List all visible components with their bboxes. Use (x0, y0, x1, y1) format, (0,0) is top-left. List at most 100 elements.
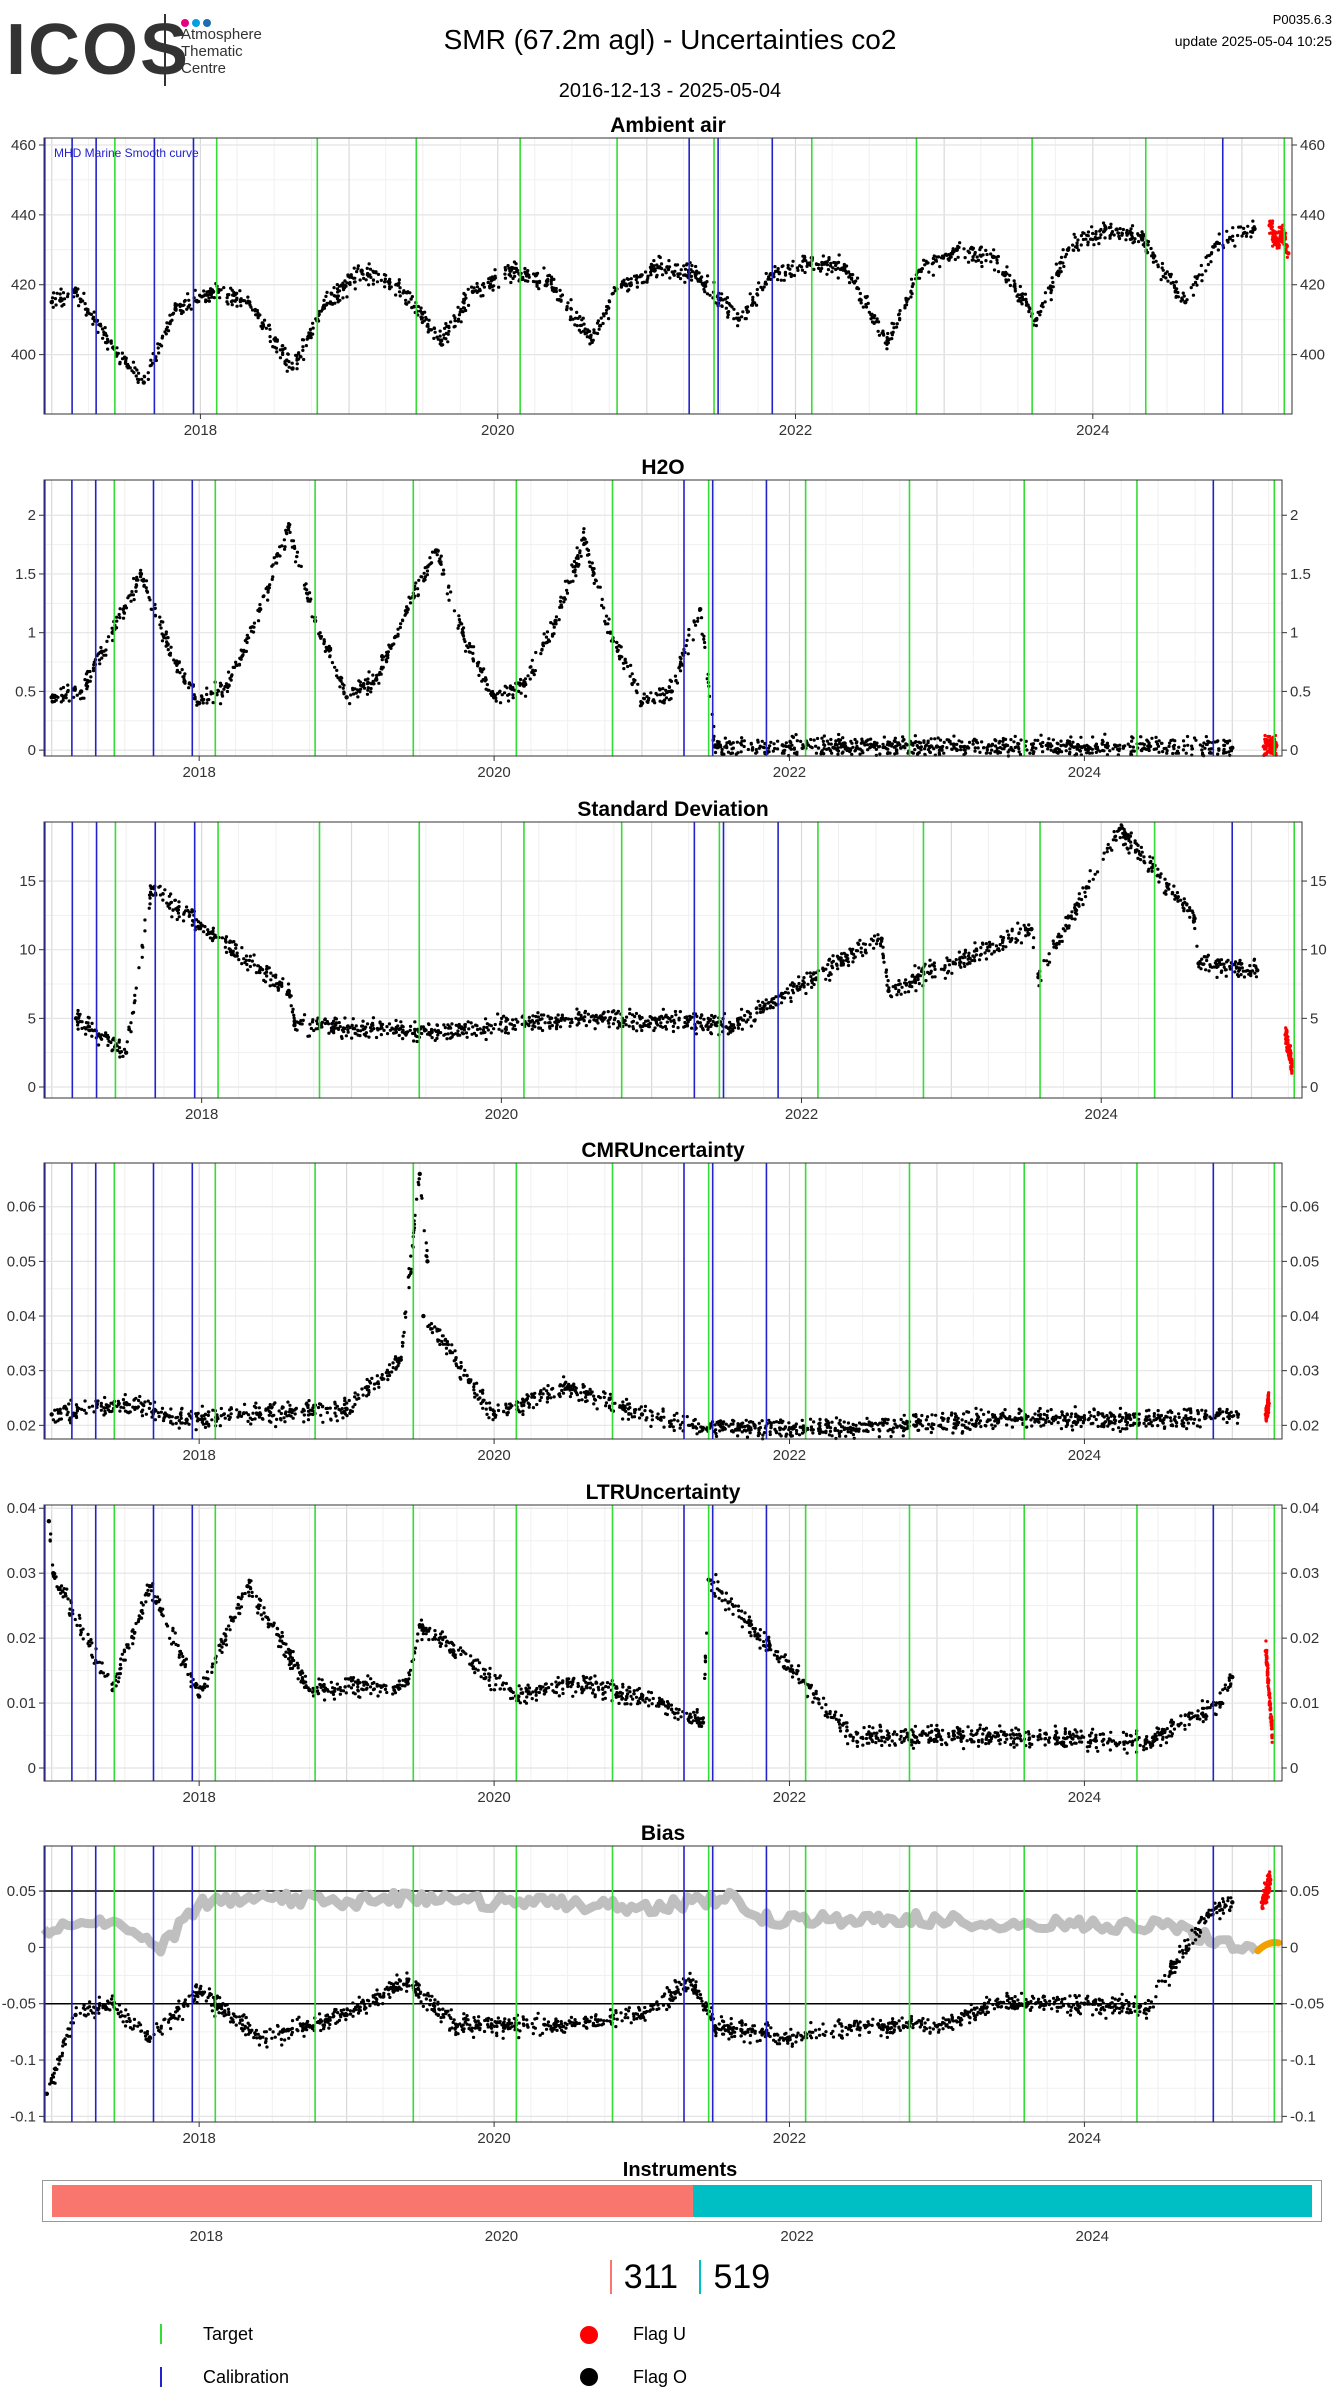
flag-o-point (712, 2024, 718, 2029)
y-tick-label: 0.02 (1290, 1630, 1319, 1647)
y-tick-label: 0 (28, 1760, 36, 1777)
y-tick-label: 400 (11, 347, 36, 364)
y-tick-label: 0 (1290, 1760, 1298, 1777)
y-tick-label: 15 (1310, 873, 1327, 890)
x-tick-label: 2022 (785, 1106, 818, 1123)
plot-frame (43, 137, 1293, 415)
logo-subtitle-line: Atmosphere (181, 26, 262, 43)
flag-u-point (1270, 1733, 1275, 1738)
y-tick-label: 0.01 (7, 1695, 36, 1712)
x-tick-label: 2020 (477, 1447, 510, 1464)
flag-o-point (1029, 926, 1034, 932)
panel-title: LTRUncertainty (586, 1481, 741, 1504)
data-points (49, 1171, 1271, 1441)
flag-o-point (842, 265, 847, 270)
y-tick-label: 15 (19, 873, 36, 890)
y-tick-label: 0 (1290, 742, 1298, 759)
flag-o-point (1192, 915, 1197, 921)
calibration-legend-label: Calibration (203, 2367, 290, 2387)
x-tick-label: 2018 (182, 764, 215, 781)
flag-o-point (226, 683, 231, 688)
flag-o-point (1082, 744, 1087, 749)
y-tick-label: 420 (1300, 277, 1325, 294)
flag-o-point (639, 2012, 645, 2018)
y-tick-label: 400 (1300, 347, 1325, 364)
flag-o-point (1065, 247, 1071, 252)
flag-o-point (344, 2012, 349, 2018)
flag-u-legend-label: Flag U (633, 2324, 687, 2344)
x-tick-label: 2020 (477, 764, 510, 781)
y-tick-label: 0.02 (7, 1417, 36, 1434)
flag-o-point (1034, 317, 1039, 322)
flag-o-point (934, 744, 940, 749)
y-tick-label: 0.04 (1290, 1500, 1319, 1517)
y-tick-label: 1 (1290, 625, 1298, 642)
flag-o-point (44, 2091, 50, 2097)
flag-u-point (1280, 230, 1285, 235)
flag-o-point (1235, 1412, 1241, 1417)
flag-o-point (147, 2035, 153, 2040)
y-tick-label: 440 (1300, 207, 1325, 224)
flag-o-point (173, 306, 178, 312)
y-tick-label: 0.05 (7, 1883, 36, 1900)
flag-o-point (417, 1171, 422, 1177)
flag-o-point (460, 630, 465, 635)
flag-o-point (1143, 1417, 1149, 1423)
flag-o-point (78, 689, 84, 694)
instrument-311-label: 311 (623, 2258, 679, 2296)
instruments-tick-label: 2022 (780, 2228, 814, 2245)
logo-divider (164, 14, 166, 86)
flag-o-point (421, 1313, 426, 1319)
instruments-tick-label: 2018 (189, 2228, 223, 2245)
flag-o-point (990, 254, 996, 259)
y-tick-label: 0 (1310, 1079, 1318, 1096)
instrument-311-swatch (609, 2260, 612, 2294)
plot-frame (43, 1845, 1283, 2123)
y-tick-label: 0.03 (1290, 1565, 1319, 1582)
flag-u-point (1289, 1064, 1295, 1069)
y-tick-label: 0.06 (1290, 1199, 1319, 1216)
flag-o-point (669, 689, 674, 694)
y-tick-label: -0.05 (1290, 1996, 1324, 2013)
flag-o-point (417, 1622, 422, 1628)
y-tick-label: 0.5 (1290, 683, 1311, 700)
flag-o-point (787, 744, 792, 749)
y-tick-label: 10 (19, 942, 36, 959)
flag-o-point (46, 1519, 52, 1524)
flag-u-point (1286, 251, 1291, 256)
flag-o-point (247, 300, 252, 305)
flag-o-point (398, 1357, 403, 1362)
flag-o-point (1196, 961, 1201, 966)
instrument-519-swatch (699, 2260, 702, 2294)
flag-o-point (848, 2024, 853, 2029)
x-tick-label: 2020 (481, 422, 514, 439)
y-tick-label: 1 (28, 625, 36, 642)
flag-o-point (470, 289, 476, 294)
flag-o-point (729, 1023, 734, 1028)
y-tick-label: 0.03 (1290, 1363, 1319, 1380)
flag-o-point (1082, 2001, 1087, 2006)
flag-o-point (848, 1425, 853, 1431)
flag-o-point (395, 282, 401, 287)
chart-panel: Bias -0.1 -0.1 -0.1 -0.1 -0.05 -0.05 0 0 0.05 0.05… (2, 1822, 1324, 2147)
flag-o-point (1183, 300, 1188, 305)
flag-o-point (712, 744, 718, 749)
flag-o-point (373, 677, 379, 682)
date-range: 2016-12-13 - 2025-05-04 (558, 80, 782, 102)
y-tick-label: 440 (11, 207, 36, 224)
data-points (44, 1870, 1273, 2097)
panel-title: Ambient air (610, 114, 726, 137)
instrument-519-label: 519 (713, 2258, 771, 2296)
plot-area (44, 480, 1282, 756)
flag-o-point (885, 338, 890, 343)
flag-o-point (805, 261, 811, 266)
chart-panel: Standard Deviation 0 0 5 5 10 10 15 15 2018 2020 20… (19, 798, 1326, 1123)
flag-o-point (138, 571, 144, 577)
y-tick-label: 0 (28, 1939, 36, 1956)
flag-o-point (491, 1412, 497, 1417)
chart-panel: LTRUncertainty 0 0 0.01 0.01 0.02 0.02 0.03 0.03… (7, 1481, 1319, 1806)
flag-o-point (639, 1694, 645, 1699)
flag-o-point (608, 630, 613, 635)
y-tick-label: 0.05 (1290, 1883, 1319, 1900)
flag-o-point (521, 683, 527, 688)
